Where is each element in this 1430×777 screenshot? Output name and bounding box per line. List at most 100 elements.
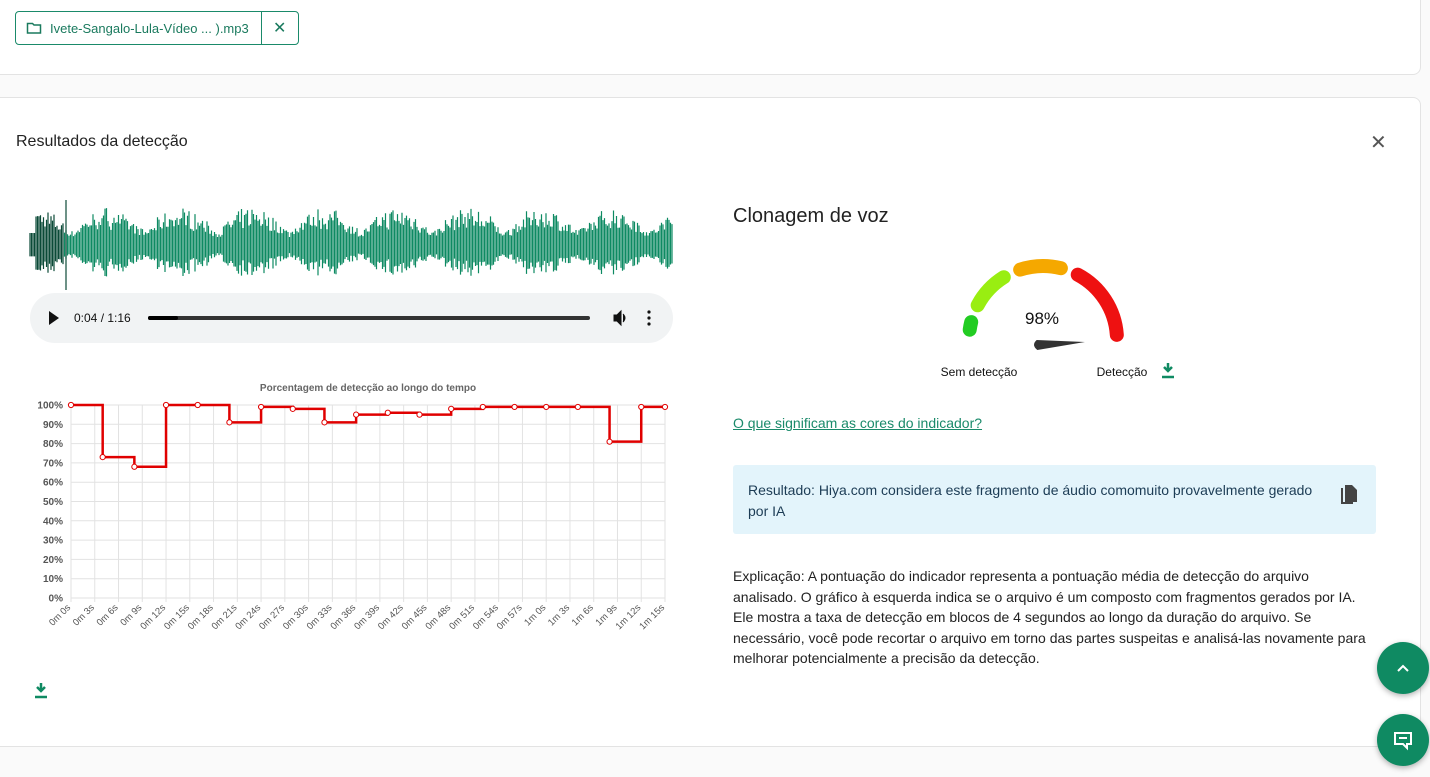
result-box: Resultado: Hiya.com considera este fragm… xyxy=(733,465,1376,534)
file-name: Ivete-Sangalo-Lula-Vídeo ... ).mp3 xyxy=(50,20,249,36)
chart-title: Porcentagem de detecção ao longo do temp… xyxy=(260,383,476,394)
line-segment xyxy=(577,405,611,442)
data-point xyxy=(574,403,581,411)
line-segment xyxy=(419,408,453,416)
y-tick-label: 90% xyxy=(43,420,63,431)
x-tick-label: 1m 6s xyxy=(570,602,596,628)
y-tick-label: 60% xyxy=(43,478,63,489)
progress-track[interactable] xyxy=(148,316,590,320)
scroll-top-button[interactable] xyxy=(1377,642,1429,694)
data-point xyxy=(511,403,518,411)
gauge-colors-link[interactable]: O que significam as cores do indicador? xyxy=(733,415,983,431)
data-point xyxy=(448,405,455,412)
y-tick-label: 50% xyxy=(43,497,63,508)
line-segment xyxy=(134,405,168,469)
gauge-segment xyxy=(962,315,979,337)
chat-button[interactable] xyxy=(1377,714,1429,766)
y-tick-label: 30% xyxy=(43,536,63,547)
play-button[interactable] xyxy=(49,311,59,325)
gauge-segment xyxy=(1013,259,1068,277)
line-segment xyxy=(609,406,643,443)
data-point xyxy=(321,419,328,426)
waveform-rest xyxy=(63,208,673,277)
x-tick-label: 1m 15s xyxy=(637,602,667,632)
y-tick-label: 20% xyxy=(43,555,63,566)
x-tick-label: 0m 12s xyxy=(138,602,168,632)
copy-button[interactable] xyxy=(1340,482,1358,504)
data-point xyxy=(479,403,486,411)
menu-button[interactable] xyxy=(647,310,651,326)
data-point xyxy=(638,403,645,411)
x-tick-label: 0m 48s xyxy=(423,602,453,632)
x-tick-label: 0m 36s xyxy=(328,602,358,632)
data-point xyxy=(162,401,170,409)
x-tick-label: 0m 3s xyxy=(71,602,97,628)
volume-button[interactable] xyxy=(613,309,626,327)
line-segment xyxy=(71,403,104,458)
x-tick-label: 1m 0s xyxy=(522,602,548,628)
file-chip: Ivete-Sangalo-Lula-Vídeo ... ).mp3 ✕ xyxy=(15,11,299,45)
scroll-top-icon xyxy=(1397,664,1409,672)
chart-download[interactable] xyxy=(35,683,47,699)
results-title: Resultados da detecção xyxy=(16,133,188,150)
x-tick-label: 0m 30s xyxy=(281,602,311,632)
progress-fill xyxy=(148,316,178,320)
data-point xyxy=(606,438,613,445)
line-segment xyxy=(292,407,326,423)
data-point xyxy=(226,419,233,426)
x-tick-label: 0m 42s xyxy=(376,602,406,632)
gauge-segment xyxy=(1070,267,1124,342)
gauge-download[interactable] xyxy=(1162,363,1174,379)
file-chip-name[interactable]: Ivete-Sangalo-Lula-Vídeo ... ).mp3 xyxy=(16,12,262,44)
gauge-max-label: Detecção xyxy=(1097,365,1148,379)
x-tick-label: 0m 0s xyxy=(47,602,73,628)
data-point xyxy=(353,411,360,418)
gauge-needle xyxy=(1033,340,1085,350)
close-button[interactable]: ✕ xyxy=(1370,132,1387,154)
x-tick-label: 0m 57s xyxy=(495,602,525,632)
data-point xyxy=(289,405,296,412)
line-segment xyxy=(197,403,231,423)
chat-icon xyxy=(1394,732,1412,751)
x-tick-label: 1m 3s xyxy=(546,602,572,628)
line-segment xyxy=(102,455,136,467)
x-tick-label: 0m 39s xyxy=(352,602,382,632)
player-time: 0:04 / 1:16 xyxy=(74,311,131,325)
line-segment xyxy=(451,406,485,411)
gauge-title: Clonagem de voz xyxy=(733,205,889,227)
y-tick-label: 70% xyxy=(43,458,63,469)
x-tick-label: 0m 51s xyxy=(447,602,477,632)
line-segment xyxy=(261,405,295,409)
y-tick-label: 40% xyxy=(43,516,63,527)
gauge-min-label: Sem detecção xyxy=(941,365,1018,379)
data-point xyxy=(131,463,138,470)
line-segment xyxy=(356,412,390,416)
result-text: Resultado: Hiya.com considera este fragm… xyxy=(748,482,1313,519)
waveform xyxy=(29,200,673,290)
y-tick-label: 80% xyxy=(43,439,63,450)
x-tick-label: 0m 33s xyxy=(305,602,335,632)
data-point xyxy=(99,454,106,461)
gauge-value-label: 98% xyxy=(1025,309,1059,328)
x-tick-label: 0m 15s xyxy=(162,602,192,632)
x-tick-label: 0m 6s xyxy=(95,602,121,628)
waveform-played xyxy=(29,212,64,273)
folder-icon xyxy=(26,22,42,34)
y-tick-label: 100% xyxy=(37,401,63,412)
x-tick-label: 0m 24s xyxy=(233,602,263,632)
remove-file-button[interactable]: ✕ xyxy=(273,20,287,37)
x-tick-label: 0m 27s xyxy=(257,602,287,632)
gauge-segment xyxy=(970,270,1011,313)
data-point xyxy=(661,403,669,411)
data-point xyxy=(257,403,265,411)
line-segment xyxy=(229,406,263,424)
x-tick-label: 0m 54s xyxy=(471,602,501,632)
x-tick-label: 0m 45s xyxy=(400,602,430,632)
line-segment xyxy=(324,414,358,424)
y-tick-label: 10% xyxy=(43,574,63,585)
data-point xyxy=(194,401,201,409)
y-tick-label: 0% xyxy=(49,594,64,605)
x-tick-label: 0m 21s xyxy=(210,602,240,632)
